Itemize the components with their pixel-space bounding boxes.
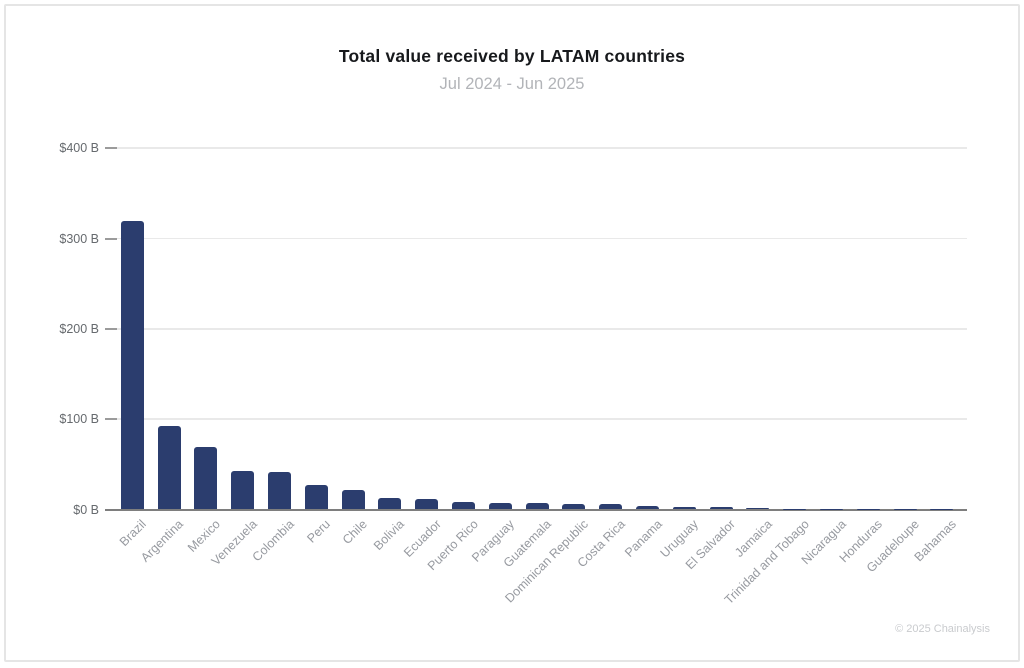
y-axis-tick-200: [105, 328, 117, 330]
bar-peru[interactable]: [305, 485, 328, 509]
y-axis-label-100: $100 B: [29, 412, 99, 426]
y-axis-tick-400: [105, 147, 117, 149]
gridline-200: [117, 328, 967, 330]
bar-mexico[interactable]: [194, 447, 217, 509]
bar-trinidad-and-tobago[interactable]: [783, 509, 806, 510]
bar-chile[interactable]: [342, 490, 365, 510]
bar-guatemala[interactable]: [526, 503, 549, 509]
bar-panama[interactable]: [636, 506, 659, 510]
bar-dominican-republic[interactable]: [562, 504, 585, 509]
bar-venezuela[interactable]: [231, 471, 254, 510]
bar-argentina[interactable]: [158, 426, 181, 509]
y-axis-label-400: $400 B: [29, 141, 99, 155]
bar-brazil[interactable]: [121, 221, 144, 509]
bar-nicaragua[interactable]: [820, 509, 843, 510]
copyright-credit: © 2025 Chainalysis: [895, 623, 990, 635]
y-axis-label-200: $200 B: [29, 322, 99, 336]
y-axis-tick-300: [105, 238, 117, 240]
bar-ecuador[interactable]: [415, 499, 438, 510]
bar-costa-rica[interactable]: [599, 504, 622, 509]
gridline-400: [117, 147, 967, 149]
gridline-300: [117, 238, 967, 240]
y-axis-label-300: $300 B: [29, 232, 99, 246]
bar-bolivia[interactable]: [378, 498, 401, 510]
bar-paraguay[interactable]: [489, 503, 512, 509]
gridline-100: [117, 418, 967, 420]
bar-puerto-rico[interactable]: [452, 502, 475, 509]
y-axis-label-0: $0 B: [29, 503, 99, 517]
y-axis-tick-100: [105, 418, 117, 420]
bar-colombia[interactable]: [268, 472, 291, 510]
